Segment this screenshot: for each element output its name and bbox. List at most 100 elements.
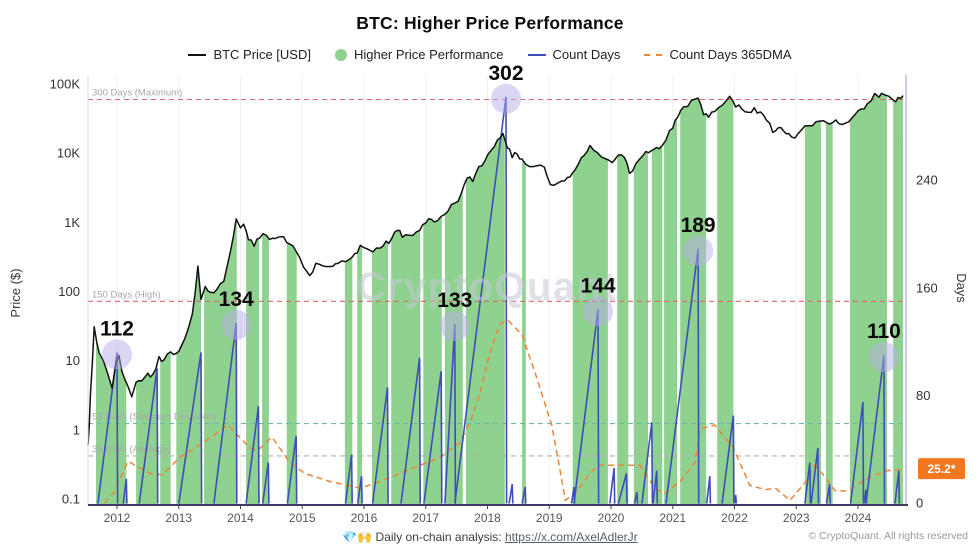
annotation-label: 302 bbox=[488, 62, 523, 85]
svg-text:2016: 2016 bbox=[351, 511, 378, 525]
annotation-circle bbox=[102, 339, 132, 370]
count-days-ramp bbox=[122, 478, 128, 504]
svg-text:150 Days (High): 150 Days (High) bbox=[92, 289, 161, 300]
svg-text:2013: 2013 bbox=[165, 511, 192, 525]
y-left-axis-title: Price ($) bbox=[8, 268, 23, 317]
legend-dashed-line-icon bbox=[644, 53, 663, 56]
svg-text:2021: 2021 bbox=[659, 511, 686, 525]
count-days-365dma-line bbox=[104, 319, 905, 504]
diamond-hands-emoji-icon: 💎🙌 bbox=[342, 530, 373, 544]
count-days-ramp bbox=[286, 435, 298, 504]
count-days-ramp bbox=[894, 470, 901, 504]
footer-analysis-note: 💎🙌 Daily on-chain analysis: https://x.co… bbox=[0, 530, 980, 544]
annotation-circle bbox=[583, 296, 613, 327]
svg-text:100: 100 bbox=[58, 284, 80, 299]
svg-text:2012: 2012 bbox=[104, 511, 131, 525]
y-right-axis-title: Days bbox=[954, 273, 969, 303]
svg-text:160: 160 bbox=[916, 280, 938, 295]
count-days-ramp bbox=[400, 357, 421, 504]
svg-text:35 Days (Average): 35 Days (Average) bbox=[92, 444, 171, 455]
svg-text:240: 240 bbox=[916, 173, 938, 188]
performance-band bbox=[617, 93, 629, 505]
author-profile-link[interactable]: https://x.com/AxelAdlerJr bbox=[504, 530, 638, 544]
count-days-ramp bbox=[508, 484, 514, 504]
svg-text:10K: 10K bbox=[57, 146, 80, 161]
performance-band bbox=[160, 93, 171, 505]
current-value-badge: 25.2* bbox=[918, 458, 965, 480]
legend-item-label: BTC Price [USD] bbox=[213, 47, 311, 62]
footer-lead-text: Daily on-chain analysis: bbox=[375, 530, 502, 544]
count-days-ramp bbox=[138, 368, 159, 504]
count-days-ramp bbox=[804, 462, 812, 504]
chart-legend: BTC Price [USD] Higher Price Performance C… bbox=[0, 47, 980, 62]
svg-text:1K: 1K bbox=[64, 215, 80, 230]
svg-text:2022: 2022 bbox=[721, 511, 748, 525]
svg-text:0: 0 bbox=[916, 496, 923, 511]
count-days-ramp bbox=[344, 454, 353, 504]
performance-band bbox=[717, 93, 734, 505]
svg-text:300 Days (Maximum): 300 Days (Maximum) bbox=[92, 88, 182, 99]
svg-text:2019: 2019 bbox=[536, 511, 563, 525]
btc-price-line bbox=[87, 92, 904, 446]
performance-band bbox=[522, 93, 526, 505]
svg-text:2024: 2024 bbox=[845, 511, 872, 525]
annotation-circle bbox=[439, 311, 470, 342]
axes bbox=[87, 75, 908, 506]
legend-item-higher-price-performance[interactable]: Higher Price Performance bbox=[334, 47, 504, 62]
count-days-ramp bbox=[652, 470, 659, 504]
count-days-ramp bbox=[423, 371, 443, 504]
annotation-circle bbox=[491, 83, 521, 114]
annotation-label: 144 bbox=[580, 274, 615, 297]
performance-band bbox=[262, 93, 269, 505]
count-days-ramp bbox=[733, 494, 738, 504]
count-days-ramp bbox=[617, 473, 628, 504]
svg-text:1: 1 bbox=[73, 422, 80, 437]
svg-text:2015: 2015 bbox=[289, 511, 316, 525]
svg-text:0.1: 0.1 bbox=[62, 492, 80, 507]
svg-text:59 Days (Standard Deviation): 59 Days (Standard Deviation) bbox=[92, 412, 217, 423]
performance-band bbox=[804, 93, 821, 505]
performance-band bbox=[850, 93, 888, 505]
count-days-ramp bbox=[371, 387, 389, 504]
legend-item-label: Higher Price Performance bbox=[353, 47, 504, 62]
page-title: BTC: Higher Price Performance bbox=[356, 13, 624, 33]
legend-item-btc-price-usd-[interactable]: BTC Price [USD] bbox=[188, 47, 311, 62]
legend-dot-icon bbox=[334, 48, 347, 61]
svg-text:2023: 2023 bbox=[783, 511, 810, 525]
performance-band bbox=[651, 93, 663, 505]
performance-band bbox=[680, 93, 707, 505]
count-days-ramp bbox=[849, 402, 865, 504]
legend-item-count-days[interactable]: Count Days bbox=[527, 47, 621, 62]
count-days-ramp bbox=[721, 415, 735, 504]
annotation-label: 134 bbox=[219, 288, 254, 311]
count-days-ramp bbox=[261, 462, 270, 504]
performance-band bbox=[633, 93, 648, 505]
count-days-ramp bbox=[245, 406, 260, 504]
svg-text:80: 80 bbox=[916, 388, 930, 403]
legend-item-count-days-365dma[interactable]: Count Days 365DMA bbox=[644, 47, 792, 62]
annotation-circle bbox=[868, 342, 899, 373]
svg-text:2017: 2017 bbox=[412, 511, 439, 525]
annotations: 112 134 133 302 144 189 110 bbox=[100, 62, 901, 373]
x-tick-labels: 2012 2013 2014 2015 2016 2017 2018 2019 2020 2021… bbox=[104, 505, 872, 525]
annotation-label: 189 bbox=[681, 214, 716, 237]
annotation-circle bbox=[683, 235, 714, 266]
y-left-tick-labels: 100K 10K 1K 100 10 1 0.1 bbox=[50, 77, 81, 507]
legend-item-label: Count Days bbox=[552, 47, 621, 62]
count-days-ramp bbox=[357, 475, 363, 504]
legend-line-icon bbox=[527, 53, 546, 56]
annotation-label: 110 bbox=[867, 320, 901, 343]
performance-band bbox=[825, 93, 833, 505]
annotation-label: 133 bbox=[437, 289, 472, 312]
copyright-notice: © CryptoQuant. All rights reserved bbox=[808, 530, 968, 542]
svg-text:10: 10 bbox=[66, 353, 80, 368]
legend-line-icon bbox=[188, 53, 207, 56]
performance-band bbox=[357, 93, 363, 505]
cryptoquant-watermark: CryptoQuant bbox=[357, 265, 618, 309]
count-days-ramp bbox=[521, 486, 527, 504]
svg-text:2020: 2020 bbox=[598, 511, 625, 525]
svg-text:2018: 2018 bbox=[474, 511, 501, 525]
legend-item-label: Count Days 365DMA bbox=[669, 47, 792, 62]
count-days-ramp bbox=[609, 467, 616, 504]
